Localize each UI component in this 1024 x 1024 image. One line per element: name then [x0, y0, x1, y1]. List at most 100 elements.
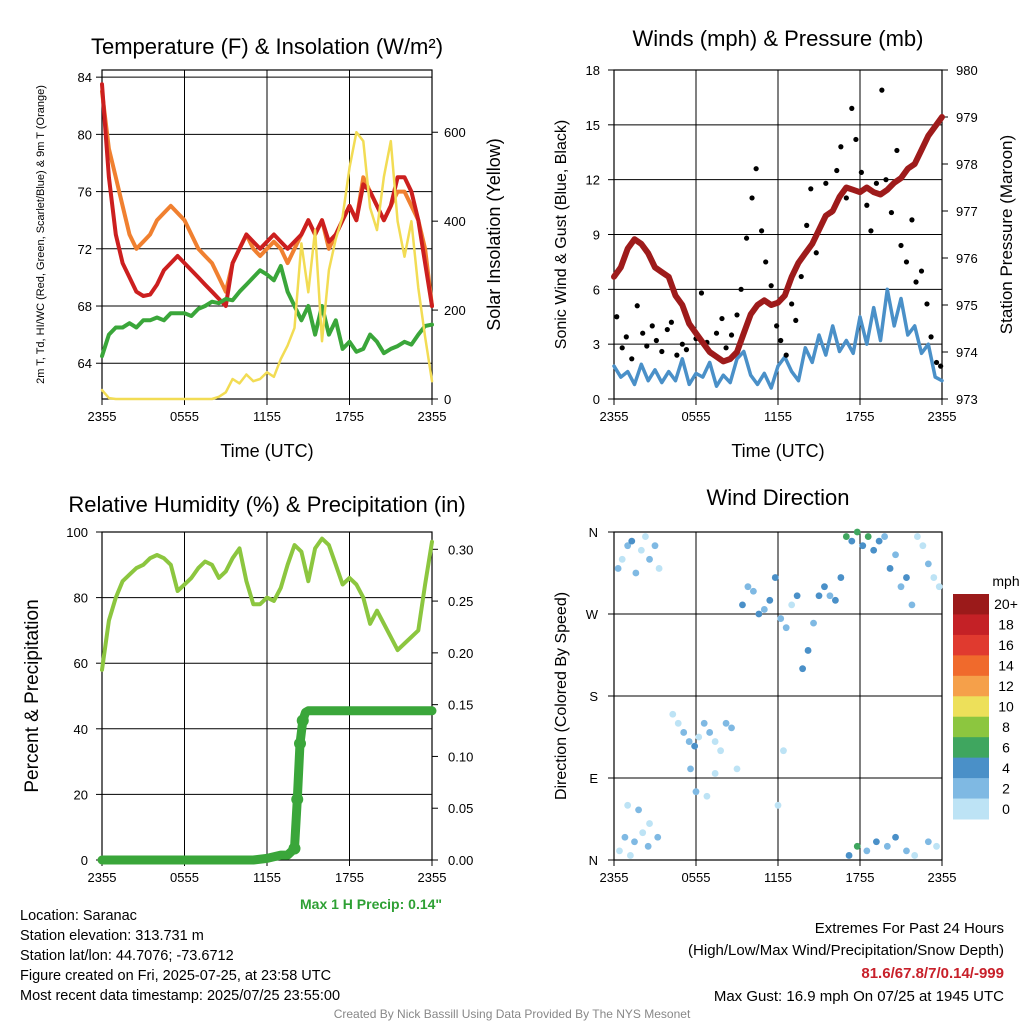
- temp-ytick-label: 84: [78, 70, 92, 85]
- winds-gust-point: [909, 217, 915, 223]
- temp-ylabel-right: Solar Insolation (Yellow): [484, 138, 504, 330]
- wdir-point: [919, 542, 927, 550]
- winds-ytick-right-label: 976: [956, 251, 978, 266]
- wdir-point: [651, 542, 659, 550]
- wdir-point: [614, 565, 622, 572]
- temp-ytick-label: 76: [78, 185, 92, 200]
- wdir-point: [897, 583, 905, 591]
- winds-gust-point: [634, 303, 640, 309]
- winds-ytick-label: 9: [593, 228, 600, 243]
- wdir-xtick-label: 2355: [928, 870, 957, 885]
- winds-ytick-label: 6: [593, 282, 600, 297]
- rh-xtick-label: 2355: [418, 870, 447, 885]
- winds-sonic-line: [612, 287, 944, 390]
- colorbar-swatch: [953, 594, 989, 615]
- wdir-point: [646, 820, 653, 827]
- rh-precip-point: [294, 737, 306, 750]
- winds-gust-point: [649, 323, 655, 329]
- winds-ylabel-right: Station Pressure (Maroon): [997, 135, 1016, 334]
- winds-gust-point: [668, 319, 675, 325]
- wdir-title: Wind Direction: [706, 485, 849, 510]
- colorbar-label: 14: [998, 658, 1014, 674]
- rh-ytick-right-label: 0.30: [448, 542, 473, 557]
- temp-ytick-right-label: 600: [444, 125, 466, 140]
- temp-xtick-label: 1155: [253, 409, 281, 424]
- wdir-point: [837, 574, 845, 581]
- rh-ytick-label: 100: [66, 525, 88, 540]
- winds-gust-point: [683, 347, 690, 353]
- wdir-point: [685, 738, 693, 745]
- winds-ytick-right-label: 973: [956, 392, 978, 407]
- extremes-values: 81.6/67.8/7/0.14/-999: [861, 965, 1004, 982]
- wdir-point: [935, 583, 943, 591]
- wdir-point: [654, 833, 662, 841]
- colorbar-swatch: [953, 737, 989, 759]
- wdir-point: [892, 833, 899, 841]
- wdir-point: [744, 583, 752, 591]
- winds-gust-point: [728, 332, 735, 338]
- wdir-point: [924, 838, 932, 846]
- wdir-point: [924, 560, 932, 568]
- winds-xtick-label: 1755: [846, 409, 875, 424]
- winds-ytick-right-label: 975: [956, 298, 978, 313]
- winds-gust-point: [623, 334, 629, 340]
- wdir-point: [815, 592, 823, 600]
- temp-xtick-label: 2355: [418, 409, 447, 424]
- colorbar-label: 18: [998, 617, 1014, 633]
- wdir-ytick-label: N: [589, 853, 598, 868]
- wdir-ylabel: Direction (Colored By Speed): [553, 592, 570, 800]
- footer-location: Location: Saranac: [20, 908, 137, 924]
- wdir-point: [711, 770, 719, 777]
- colorbar-label: 12: [998, 678, 1014, 694]
- wdir-point: [933, 842, 940, 850]
- colorbar-label: 20+: [994, 596, 1018, 612]
- wdir-point: [706, 729, 714, 736]
- extremes-title: Extremes For Past 24 Hours: [814, 920, 1004, 937]
- colorbar-swatch: [953, 798, 989, 820]
- winds-gust-point: [938, 363, 944, 369]
- wdir-ytick-label: N: [589, 525, 598, 540]
- wdir-xtick-label: 2355: [600, 870, 629, 885]
- winds-gust-point: [644, 343, 650, 349]
- colorbar-label: 6: [1002, 739, 1010, 755]
- wdir-point: [733, 765, 741, 773]
- wdir-point: [826, 592, 834, 600]
- wdir-point: [853, 528, 861, 536]
- wdir-point: [755, 610, 763, 618]
- wdir-point: [635, 806, 642, 814]
- winds-gust-point: [734, 312, 740, 318]
- colorbar-swatch: [953, 716, 989, 738]
- winds-gust-point: [933, 359, 940, 366]
- temp-ytick-right-label: 0: [444, 392, 451, 407]
- wdir-point: [870, 546, 878, 554]
- winds-ytick-label: 12: [586, 173, 600, 188]
- colorbar-swatch: [953, 778, 989, 800]
- wdir-point: [903, 574, 910, 581]
- winds-pressure-line: [611, 114, 945, 365]
- wdir-point: [644, 842, 652, 850]
- rh-humidity-line: [100, 536, 434, 672]
- winds-xtick-label: 2355: [928, 409, 957, 424]
- wdir-point: [875, 537, 883, 545]
- winds-gust-point: [849, 105, 855, 111]
- wdir-point: [703, 792, 711, 800]
- temp-xtick-label: 1755: [335, 409, 364, 424]
- max-gust: Max Gust: 16.9 mph On 07/25 at 1945 UTC: [713, 988, 1004, 1005]
- wdir-point: [739, 601, 746, 609]
- winds-gust-point: [913, 279, 919, 285]
- winds-gust-point: [843, 195, 849, 201]
- winds-xlabel: Time (UTC): [731, 441, 824, 461]
- rh-ytick-label: 60: [74, 656, 88, 671]
- temp-xtick-label: 0555: [170, 409, 199, 424]
- temp-series-line-2: [100, 264, 434, 359]
- wdir-point: [766, 596, 774, 604]
- temp-ytick-label: 64: [78, 356, 92, 371]
- wdir-point: [700, 719, 708, 727]
- wdir-point: [692, 788, 700, 796]
- rh-precip-point: [288, 842, 301, 855]
- wdir-point: [655, 565, 663, 572]
- wdir-xtick-label: 0555: [682, 870, 711, 885]
- winds-gust-point: [753, 166, 759, 172]
- wdir-point: [903, 847, 910, 855]
